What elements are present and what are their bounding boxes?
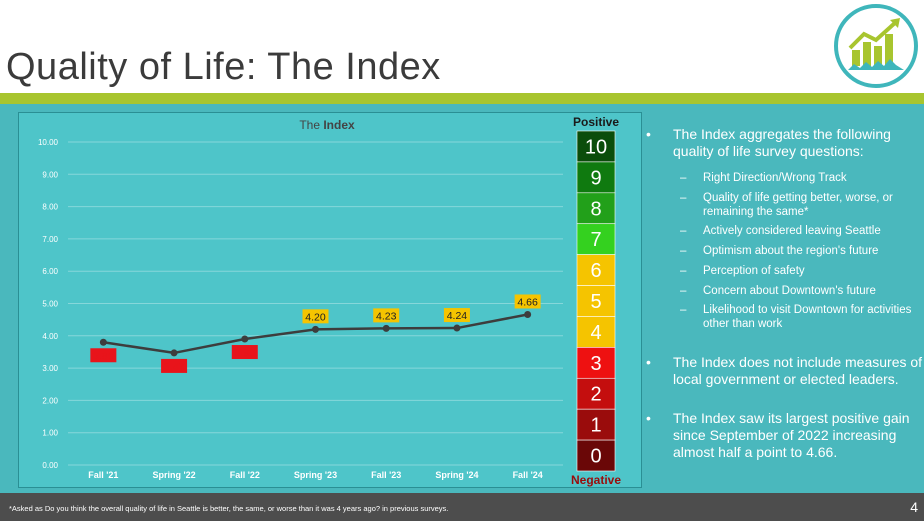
data-label-box xyxy=(90,348,117,363)
scale-cell-label: 3 xyxy=(590,353,601,375)
chart-title: The Index xyxy=(299,118,355,132)
data-label: 4.20 xyxy=(305,311,326,323)
scale-cell-label: 8 xyxy=(590,198,601,220)
accent-rule xyxy=(0,93,924,104)
scale-bottom-label: Negative xyxy=(571,473,621,487)
scale-cell xyxy=(576,377,616,410)
data-point xyxy=(524,310,532,318)
data-label: 3.90 xyxy=(235,347,256,359)
scale-cell-label: 6 xyxy=(590,260,601,282)
x-tick-label: Spring '22 xyxy=(152,470,195,480)
logo xyxy=(834,4,918,88)
y-tick-label: 0.00 xyxy=(42,461,58,470)
data-label-box xyxy=(373,308,400,323)
y-tick-label: 10.00 xyxy=(38,138,59,147)
scale-cell-label: 10 xyxy=(585,136,607,158)
y-tick-label: 1.00 xyxy=(42,429,58,438)
x-tick-label: Fall '23 xyxy=(371,470,401,480)
data-label-box xyxy=(161,358,188,373)
scale-cell xyxy=(576,254,616,286)
x-tick-label: Fall '22 xyxy=(230,470,260,480)
data-label: 4.23 xyxy=(376,310,397,322)
data-label-box xyxy=(514,294,541,309)
scale-cell-label: 2 xyxy=(590,384,601,406)
scale-cell-label: 0 xyxy=(590,446,601,468)
y-tick-label: 6.00 xyxy=(42,267,58,276)
scale-cell xyxy=(576,347,616,379)
y-tick-label: 8.00 xyxy=(42,203,58,212)
y-tick-label: 4.00 xyxy=(42,332,58,341)
scale-cell xyxy=(576,439,616,472)
data-point xyxy=(382,324,390,332)
scale-cell-label: 4 xyxy=(590,322,601,344)
scale-cell-label: 7 xyxy=(590,229,601,251)
rising-bar-chart-skyline-icon xyxy=(848,18,904,70)
scale-cell xyxy=(576,192,616,225)
y-tick-label: 5.00 xyxy=(42,300,58,309)
scale-cell xyxy=(576,408,616,441)
y-tick-label: 7.00 xyxy=(42,235,58,244)
data-point xyxy=(170,349,178,357)
x-tick-label: Fall '21 xyxy=(88,470,118,480)
data-label: 3.47 xyxy=(164,361,185,373)
y-tick-label: 3.00 xyxy=(42,364,58,373)
scale-cell-label: 1 xyxy=(590,415,601,437)
data-label-box xyxy=(302,309,329,324)
x-tick-label: Spring '23 xyxy=(294,470,337,480)
scale-cell xyxy=(576,130,616,163)
scale-top-label: Positive xyxy=(573,115,619,129)
data-point xyxy=(453,324,461,332)
data-label: 3.80 xyxy=(93,350,114,362)
data-point xyxy=(99,338,107,346)
data-label: 4.24 xyxy=(447,310,468,322)
data-point xyxy=(312,325,319,333)
scale-cell-label: 5 xyxy=(590,291,601,313)
data-label: 4.66 xyxy=(517,296,538,308)
index-line-chart: The Index 0.00 1.00 2.00 3.00 4.00 5.00 6.00 7.… xyxy=(38,115,621,487)
y-tick-label: 9.00 xyxy=(42,170,58,179)
page-number: 4 xyxy=(910,499,918,515)
y-tick-label: 2.00 xyxy=(42,396,58,405)
data-label-box xyxy=(443,308,470,323)
x-tick-label: Spring '24 xyxy=(435,470,478,480)
data-label-box xyxy=(231,345,258,360)
data-point xyxy=(241,335,249,343)
x-tick-label: Fall '24 xyxy=(513,470,543,480)
footer-bar: *Asked as Do you think the overall quali… xyxy=(0,493,924,521)
page-title: Quality of Life: The Index xyxy=(6,46,441,88)
scale-cell xyxy=(576,316,616,348)
scale-cell xyxy=(576,161,616,194)
footnote: *Asked as Do you think the overall quali… xyxy=(9,504,449,513)
scale-cell-label: 9 xyxy=(590,167,601,189)
